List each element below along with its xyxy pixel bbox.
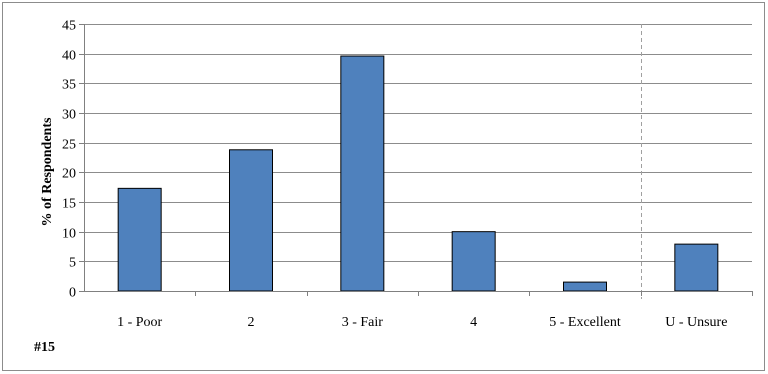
- grid-lines: [84, 24, 752, 262]
- y-tick-label: 40: [62, 49, 76, 64]
- bar-2: [229, 149, 273, 292]
- bar-1: [117, 187, 162, 292]
- y-tick-label: 25: [62, 138, 76, 153]
- bar-6: [674, 243, 719, 292]
- y-tick-label: 20: [62, 167, 76, 182]
- y-tick-label: 15: [62, 197, 76, 212]
- x-tick-label: 4: [470, 315, 477, 330]
- y-tick-label: 0: [69, 286, 76, 301]
- bars: [117, 55, 719, 292]
- x-tick-labels: 1 - Poor 2 3 - Fair 4 5 - Excellent U - Unsur…: [117, 315, 727, 330]
- y-tick-label: 45: [62, 19, 76, 34]
- axes: [79, 24, 753, 296]
- x-tick-label: 1 - Poor: [117, 315, 162, 330]
- y-tick-labels: 0 5 10 15 20 25 30 35 40 45: [62, 19, 76, 301]
- bar-5: [563, 281, 607, 292]
- y-tick-label: 5: [69, 256, 76, 271]
- y-tick-label: 30: [62, 108, 76, 123]
- question-number-label: #15: [34, 340, 55, 355]
- y-tick-label: 10: [62, 227, 76, 242]
- bar-3: [340, 55, 385, 292]
- x-tick-label: 2: [248, 315, 255, 330]
- x-tick-label: 3 - Fair: [342, 315, 384, 330]
- x-tick-label: 5 - Excellent: [549, 315, 621, 330]
- y-axis-title: % of Respondents: [40, 117, 55, 226]
- y-tick-label: 35: [62, 78, 76, 93]
- x-tick-label: U - Unsure: [665, 315, 727, 330]
- bar-4: [451, 231, 496, 292]
